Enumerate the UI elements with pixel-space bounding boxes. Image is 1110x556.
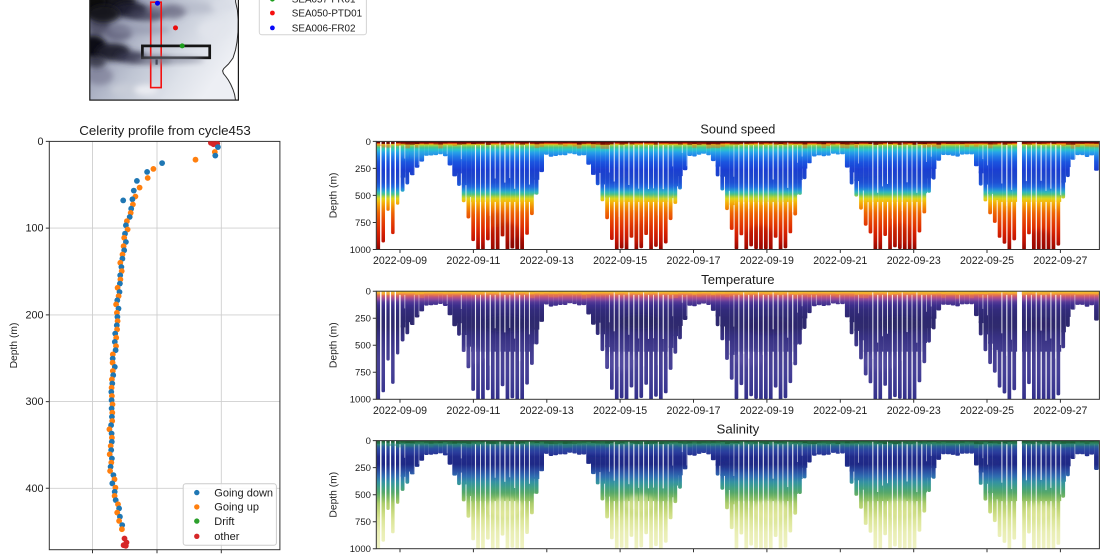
svg-text:2022-09-11: 2022-09-11 <box>446 405 500 417</box>
svg-text:0: 0 <box>366 436 371 447</box>
svg-text:Salinity: Salinity <box>717 423 760 437</box>
svg-text:250: 250 <box>355 164 371 175</box>
svg-text:2022-09-09: 2022-09-09 <box>373 405 427 417</box>
svg-text:0: 0 <box>37 136 43 148</box>
svg-text:Temperature: Temperature <box>701 273 774 287</box>
svg-text:2022-09-25: 2022-09-25 <box>960 405 1014 417</box>
svg-text:750: 750 <box>355 517 371 528</box>
svg-text:0: 0 <box>366 287 371 298</box>
svg-text:1000: 1000 <box>350 245 371 256</box>
svg-text:Depth (m): Depth (m) <box>329 173 340 219</box>
svg-text:500: 500 <box>355 490 371 501</box>
svg-text:SEA050-PTD01: SEA050-PTD01 <box>292 9 363 20</box>
svg-text:2022-09-17: 2022-09-17 <box>667 255 721 267</box>
svg-text:2022-09-15: 2022-09-15 <box>593 405 647 417</box>
svg-text:2022-09-15: 2022-09-15 <box>593 255 647 267</box>
svg-text:0: 0 <box>366 137 371 148</box>
svg-text:2022-09-19: 2022-09-19 <box>740 255 794 267</box>
svg-text:2022-09-13: 2022-09-13 <box>520 405 574 417</box>
svg-text:750: 750 <box>355 368 371 379</box>
svg-text:2022-09-23: 2022-09-23 <box>887 405 941 417</box>
svg-text:2022-09-27: 2022-09-27 <box>1033 405 1087 417</box>
svg-text:2022-09-17: 2022-09-17 <box>667 405 721 417</box>
svg-text:2022-09-25: 2022-09-25 <box>960 255 1014 267</box>
svg-text:Going up: Going up <box>214 502 259 514</box>
svg-text:Depth (m): Depth (m) <box>329 472 340 518</box>
svg-text:Going down: Going down <box>214 487 273 499</box>
svg-text:other: other <box>214 531 239 543</box>
svg-text:2022-09-21: 2022-09-21 <box>813 405 867 417</box>
svg-text:100: 100 <box>25 223 43 235</box>
svg-text:Sound speed: Sound speed <box>700 122 775 136</box>
svg-text:Depth (m): Depth (m) <box>329 322 340 368</box>
svg-text:2022-09-11: 2022-09-11 <box>446 255 500 267</box>
svg-text:Drift: Drift <box>214 516 234 528</box>
svg-text:Depth (m): Depth (m) <box>9 323 20 369</box>
svg-text:250: 250 <box>355 314 371 325</box>
svg-text:750: 750 <box>355 218 371 229</box>
svg-text:2022-09-19: 2022-09-19 <box>740 405 794 417</box>
svg-text:200: 200 <box>25 309 43 321</box>
svg-text:2022-09-13: 2022-09-13 <box>520 255 574 267</box>
svg-text:2022-09-23: 2022-09-23 <box>887 255 941 267</box>
svg-text:SEA057-FR01: SEA057-FR01 <box>292 0 356 6</box>
svg-text:1000: 1000 <box>350 544 371 555</box>
svg-text:400: 400 <box>25 483 43 495</box>
svg-text:300: 300 <box>25 396 43 408</box>
svg-text:2022-09-21: 2022-09-21 <box>813 255 867 267</box>
svg-text:2022-09-27: 2022-09-27 <box>1033 255 1087 267</box>
svg-text:2022-09-09: 2022-09-09 <box>373 255 427 267</box>
svg-text:Celerity profile from cycle453: Celerity profile from cycle453 <box>79 124 251 138</box>
svg-text:250: 250 <box>355 463 371 474</box>
svg-text:1000: 1000 <box>350 395 371 406</box>
svg-text:SEA006-FR02: SEA006-FR02 <box>292 23 356 34</box>
svg-text:500: 500 <box>355 191 371 202</box>
svg-text:500: 500 <box>355 341 371 352</box>
